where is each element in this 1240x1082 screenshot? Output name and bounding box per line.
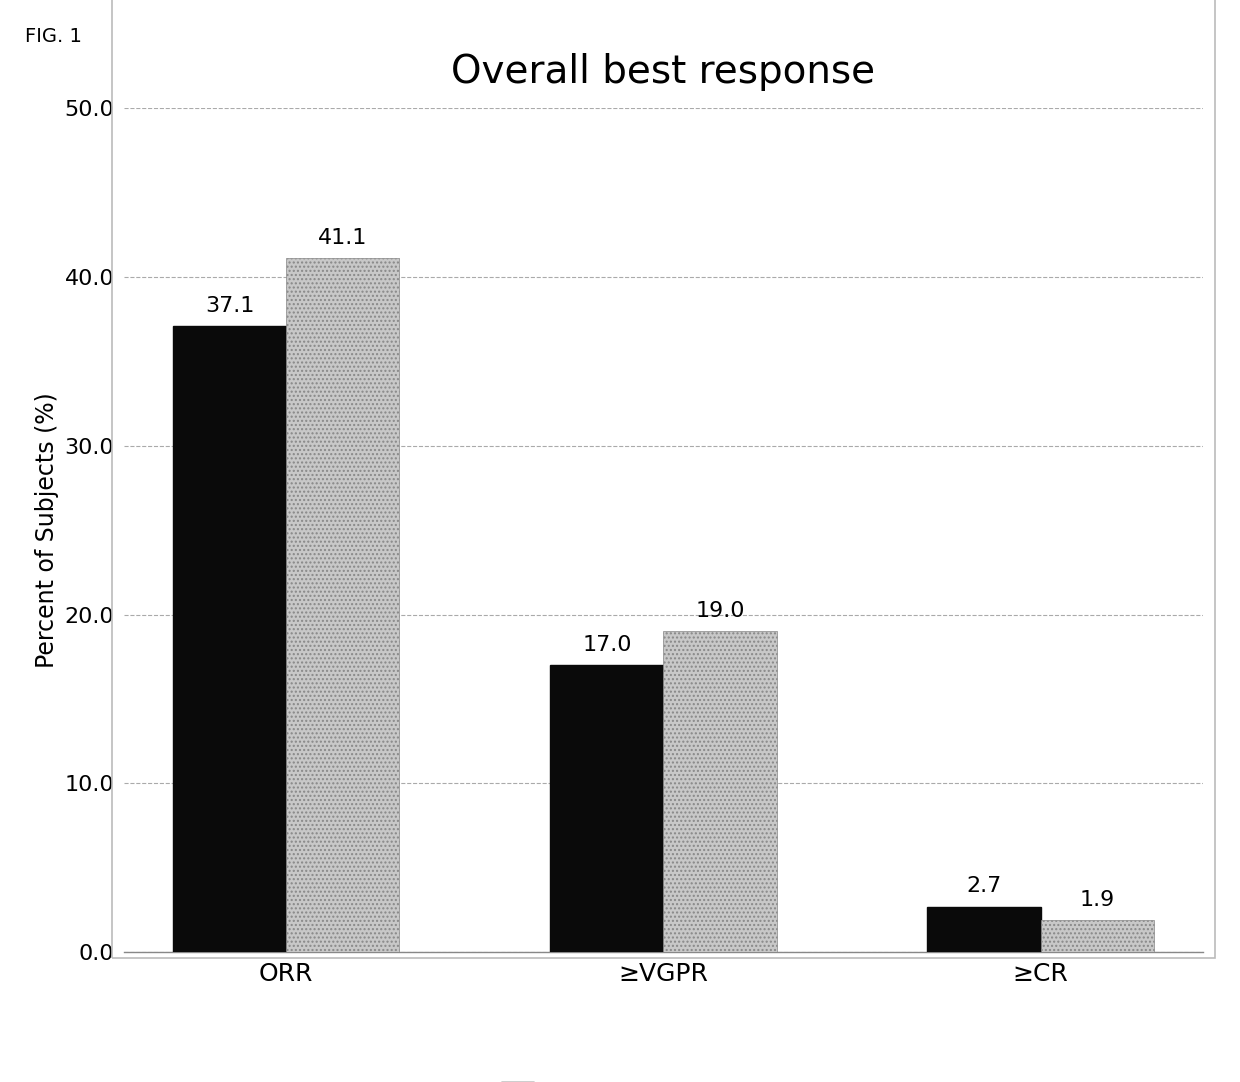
- Text: 19.0: 19.0: [696, 602, 745, 621]
- Y-axis label: Percent of Subjects (%): Percent of Subjects (%): [35, 393, 60, 668]
- Text: 2.7: 2.7: [966, 876, 1002, 897]
- Text: FIG. 1: FIG. 1: [25, 27, 82, 47]
- Text: 37.1: 37.1: [205, 295, 254, 316]
- Bar: [551, 665, 663, 952]
- Title: Overall best response: Overall best response: [451, 53, 875, 91]
- Bar: [286, 259, 399, 952]
- Legend: DARA IV, DARA SC: DARA IV, DARA SC: [492, 1073, 835, 1082]
- Text: 41.1: 41.1: [319, 228, 367, 248]
- Bar: [928, 907, 1040, 952]
- Bar: [174, 326, 286, 952]
- Bar: [663, 632, 776, 952]
- Bar: [1040, 920, 1153, 952]
- Text: 1.9: 1.9: [1080, 890, 1115, 910]
- Text: 17.0: 17.0: [582, 635, 631, 655]
